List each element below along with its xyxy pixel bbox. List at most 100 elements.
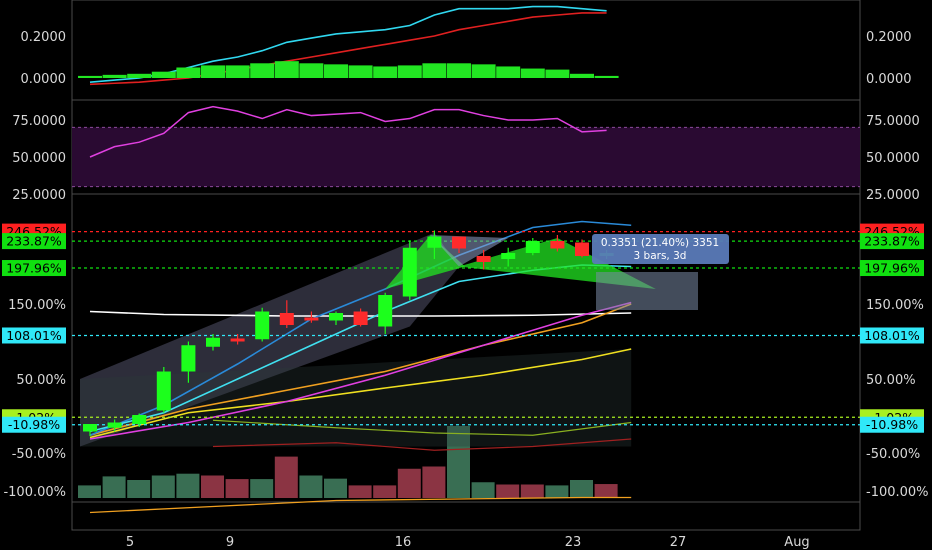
badge-right [860, 233, 924, 250]
macd-pane[interactable] [78, 5, 619, 86]
candle-body [132, 415, 147, 424]
histogram-bar [422, 63, 447, 78]
histogram-bar [594, 75, 619, 78]
histogram-bar [274, 61, 299, 78]
volume-bar [201, 475, 224, 498]
histogram-bar [151, 71, 176, 78]
volume-bar [348, 485, 372, 498]
measure-line1: 0.3351 (21.40%) 3351 [601, 237, 719, 249]
volume-bar [471, 482, 495, 498]
ma-dark-red [212, 438, 632, 451]
tick-label-right: 50.0000 [866, 151, 920, 166]
volume-bar [78, 485, 101, 498]
volume-bar [225, 479, 249, 498]
histogram-bar [520, 68, 545, 78]
badge-right [860, 260, 924, 277]
candle-body [279, 313, 294, 325]
histogram-bar [373, 66, 398, 78]
badge-left [2, 260, 66, 277]
volume-bar [594, 484, 618, 498]
tick-label-right: 75.0000 [866, 114, 920, 129]
x-tick-label: 27 [670, 535, 687, 550]
badge-left [2, 233, 66, 250]
badge-left [2, 416, 66, 433]
candle-body [255, 311, 270, 340]
histogram-bar [250, 63, 275, 78]
badge-text: 197.96% [6, 261, 62, 276]
measure-label-box [592, 234, 729, 264]
tick-label-right: -50.00% [866, 447, 920, 462]
volume-bar [520, 484, 544, 498]
badge-text: 233.87% [864, 234, 920, 249]
candle-body [83, 424, 97, 432]
histogram-bar [447, 63, 471, 78]
rsi-band [72, 127, 860, 187]
candle-body [550, 241, 565, 249]
volume-bar [397, 468, 421, 498]
ma-magenta [89, 301, 632, 440]
candle-body [501, 253, 516, 259]
ma-volume-avg [89, 496, 632, 514]
volume-bar [447, 426, 470, 498]
badge-text: 108.01% [6, 328, 62, 343]
candle-body [452, 236, 466, 249]
volume-bar [324, 478, 347, 498]
candle-body [206, 337, 220, 347]
tick-label-left: 0.0000 [21, 72, 67, 87]
macd-histogram [78, 61, 619, 78]
x-tick-label: Aug [784, 535, 809, 550]
badge-text: 233.87% [6, 234, 62, 249]
candle-body [181, 345, 196, 372]
histogram-bar [102, 74, 127, 78]
volume-bar [250, 479, 274, 498]
candle-body [304, 317, 319, 321]
tick-label-right: 150.00% [866, 298, 924, 313]
x-tick-label: 16 [395, 535, 412, 550]
histogram-bar [348, 65, 373, 78]
candle-body [402, 247, 417, 297]
tick-label-right: 50.00% [866, 373, 916, 388]
candle-body [476, 256, 491, 262]
rsi-pane[interactable] [72, 105, 860, 188]
badge-right [860, 416, 924, 433]
badge-right [860, 327, 924, 344]
x-tick-label: 5 [126, 535, 134, 550]
measure-box [596, 272, 698, 310]
candle-body [353, 311, 368, 325]
channel-band [80, 232, 459, 447]
histogram-bar [496, 66, 521, 78]
pattern-triangle [430, 235, 509, 267]
measure-line2: 3 bars, 3d [634, 250, 687, 262]
volume-bar [102, 476, 126, 498]
volume-bar [127, 480, 151, 498]
tick-label-left: 50.00% [16, 373, 66, 388]
histogram-bar [324, 64, 348, 78]
volume-bar [545, 485, 569, 498]
volume-bar [151, 475, 175, 498]
candle-body [230, 338, 245, 342]
tick-label-left: -100.00% [3, 485, 66, 500]
x-tick-label: 23 [565, 535, 582, 550]
tick-label-left: 150.00% [8, 298, 66, 313]
volume-bar [373, 485, 397, 498]
x-tick-label: 9 [226, 535, 234, 550]
histogram-bar [78, 75, 102, 78]
volume-bar [274, 456, 298, 498]
volume-bar [422, 466, 446, 498]
tick-label-left: -50.00% [12, 447, 66, 462]
tick-label-right: 25.0000 [866, 188, 920, 203]
candle-body [575, 242, 589, 256]
histogram-bar [225, 65, 250, 78]
volume-bar [299, 475, 323, 498]
badge-text: -10.98% [8, 417, 60, 432]
histogram-bar [397, 65, 422, 78]
histogram-bar [545, 69, 570, 78]
tick-label-right: -100.00% [866, 485, 929, 500]
histogram-bar [570, 73, 594, 78]
histogram-bar [471, 64, 496, 78]
histogram-bar [176, 67, 201, 78]
candle-body [329, 313, 343, 321]
